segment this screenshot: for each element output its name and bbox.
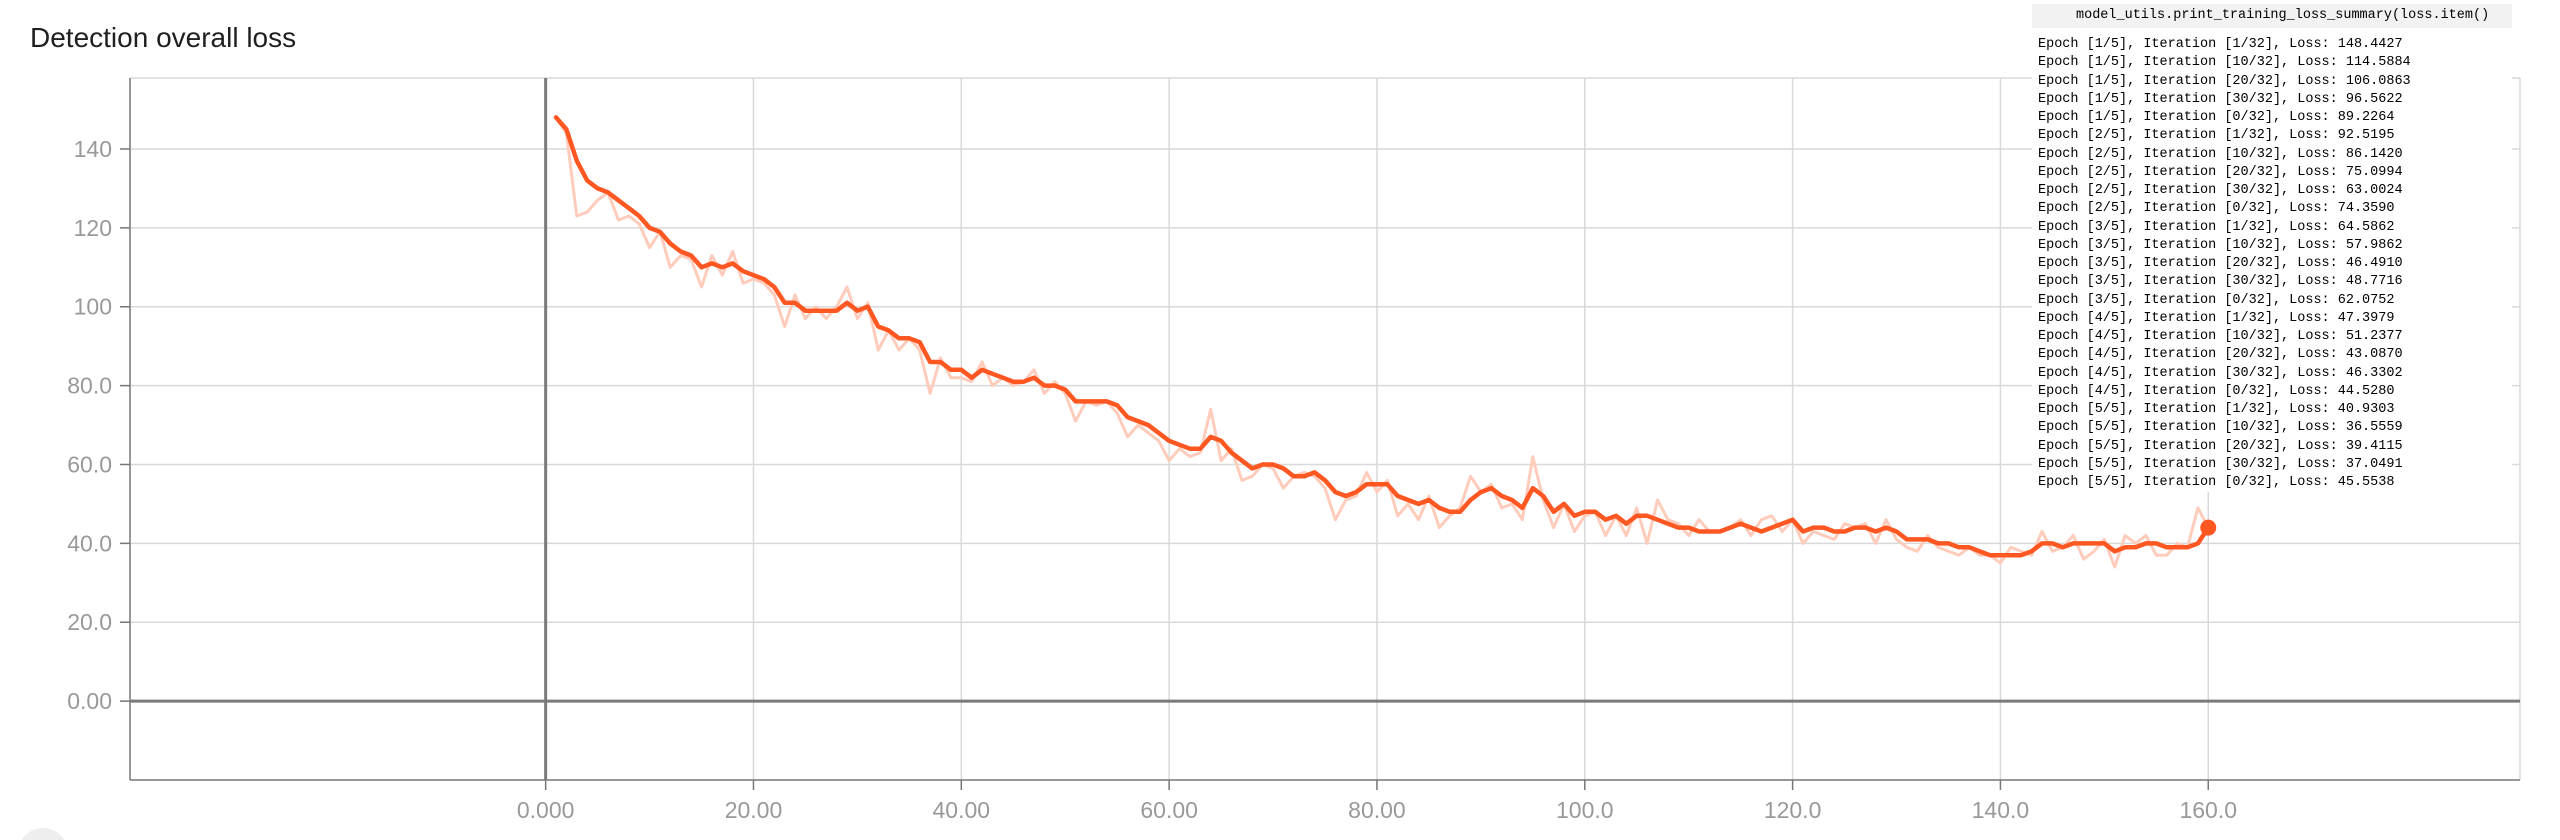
log-line: Epoch [1/5], Iteration [30/32], Loss: 96… bbox=[2038, 91, 2403, 107]
log-line: Epoch [2/5], Iteration [10/32], Loss: 86… bbox=[2038, 146, 2403, 162]
log-line: Epoch [3/5], Iteration [0/32], Loss: 62.… bbox=[2038, 292, 2395, 308]
log-line: Epoch [3/5], Iteration [10/32], Loss: 57… bbox=[2038, 237, 2403, 253]
log-line: Epoch [4/5], Iteration [10/32], Loss: 51… bbox=[2038, 329, 2403, 344]
y-tick-label: 0.00 bbox=[67, 688, 112, 714]
log-line: Epoch [1/5], Iteration [10/32], Loss: 11… bbox=[2038, 55, 2411, 71]
log-line: Epoch [2/5], Iteration [1/32], Loss: 92.… bbox=[2038, 128, 2395, 144]
log-line: Epoch [5/5], Iteration [0/32], Loss: 45.… bbox=[2038, 475, 2395, 490]
last-point-marker bbox=[2200, 519, 2217, 536]
log-line: Epoch [5/5], Iteration [20/32], Loss: 39… bbox=[2038, 438, 2403, 454]
smoothed-series bbox=[553, 115, 2217, 558]
log-line: Epoch [1/5], Iteration [20/32], Loss: 10… bbox=[2038, 73, 2411, 89]
smoothed-loss-line bbox=[553, 115, 2211, 558]
log-line: Epoch [5/5], Iteration [1/32], Loss: 40.… bbox=[2038, 402, 2395, 417]
y-tick-label: 40.0 bbox=[67, 530, 112, 556]
log-line: Epoch [3/5], Iteration [1/32], Loss: 64.… bbox=[2038, 219, 2395, 235]
raw-loss-line bbox=[554, 115, 2210, 569]
tick-labels: 0.00 20.0 40.0 60.0 80.0 100 120 140 0.000 20.00 4… bbox=[67, 136, 2237, 823]
log-line: Epoch [4/5], Iteration [0/32], Loss: 44.… bbox=[2038, 383, 2395, 399]
log-line: Epoch [3/5], Iteration [20/32], Loss: 46… bbox=[2038, 256, 2403, 271]
x-tick-label: 120.0 bbox=[1764, 797, 1822, 823]
x-tick-label: 100.0 bbox=[1556, 797, 1614, 823]
log-line: Epoch [1/5], Iteration [1/32], Loss: 148… bbox=[2038, 37, 2403, 52]
chart-title: Detection overall loss bbox=[30, 22, 297, 53]
x-tick-label: 0.000 bbox=[517, 797, 575, 823]
log-line: Epoch [2/5], Iteration [0/32], Loss: 74.… bbox=[2038, 201, 2395, 217]
y-tick-label: 100 bbox=[74, 294, 112, 320]
log-line: Epoch [3/5], Iteration [30/32], Loss: 48… bbox=[2038, 274, 2403, 290]
log-line: Epoch [5/5], Iteration [10/32], Loss: 36… bbox=[2038, 420, 2403, 436]
floating-action-button[interactable] bbox=[18, 828, 68, 840]
raw-series bbox=[554, 115, 2210, 569]
x-tick-label: 20.00 bbox=[725, 797, 783, 823]
log-line: Epoch [4/5], Iteration [30/32], Loss: 46… bbox=[2038, 365, 2403, 381]
x-tick-label: 40.00 bbox=[933, 797, 991, 823]
log-line: Epoch [4/5], Iteration [20/32], Loss: 43… bbox=[2038, 347, 2403, 363]
log-line: Epoch [2/5], Iteration [20/32], Loss: 75… bbox=[2038, 164, 2403, 180]
log-line: Epoch [5/5], Iteration [30/32], Loss: 37… bbox=[2038, 456, 2403, 472]
log-header: model_utils.print_training_loss_summary(… bbox=[2032, 4, 2512, 28]
y-tick-label: 140 bbox=[74, 136, 112, 162]
y-tick-label: 60.0 bbox=[67, 451, 112, 477]
x-tick-label: 140.0 bbox=[1972, 797, 2030, 823]
y-tick-label: 20.0 bbox=[67, 609, 112, 635]
training-log-panel: model_utils.print_training_loss_summary(… bbox=[2032, 4, 2512, 493]
y-tick-label: 80.0 bbox=[67, 373, 112, 399]
log-line: Epoch [2/5], Iteration [30/32], Loss: 63… bbox=[2038, 183, 2403, 198]
y-tick-label: 120 bbox=[74, 215, 112, 241]
axes bbox=[120, 78, 2520, 790]
x-tick-label: 60.00 bbox=[1140, 797, 1198, 823]
x-tick-label: 160.0 bbox=[2179, 797, 2237, 823]
x-tick-label: 80.00 bbox=[1348, 797, 1406, 823]
log-line: Epoch [4/5], Iteration [1/32], Loss: 47.… bbox=[2038, 310, 2395, 326]
log-lines: Epoch [1/5], Iteration [1/32], Loss: 148… bbox=[2032, 28, 2512, 492]
log-line: Epoch [1/5], Iteration [0/32], Loss: 89.… bbox=[2038, 110, 2395, 125]
